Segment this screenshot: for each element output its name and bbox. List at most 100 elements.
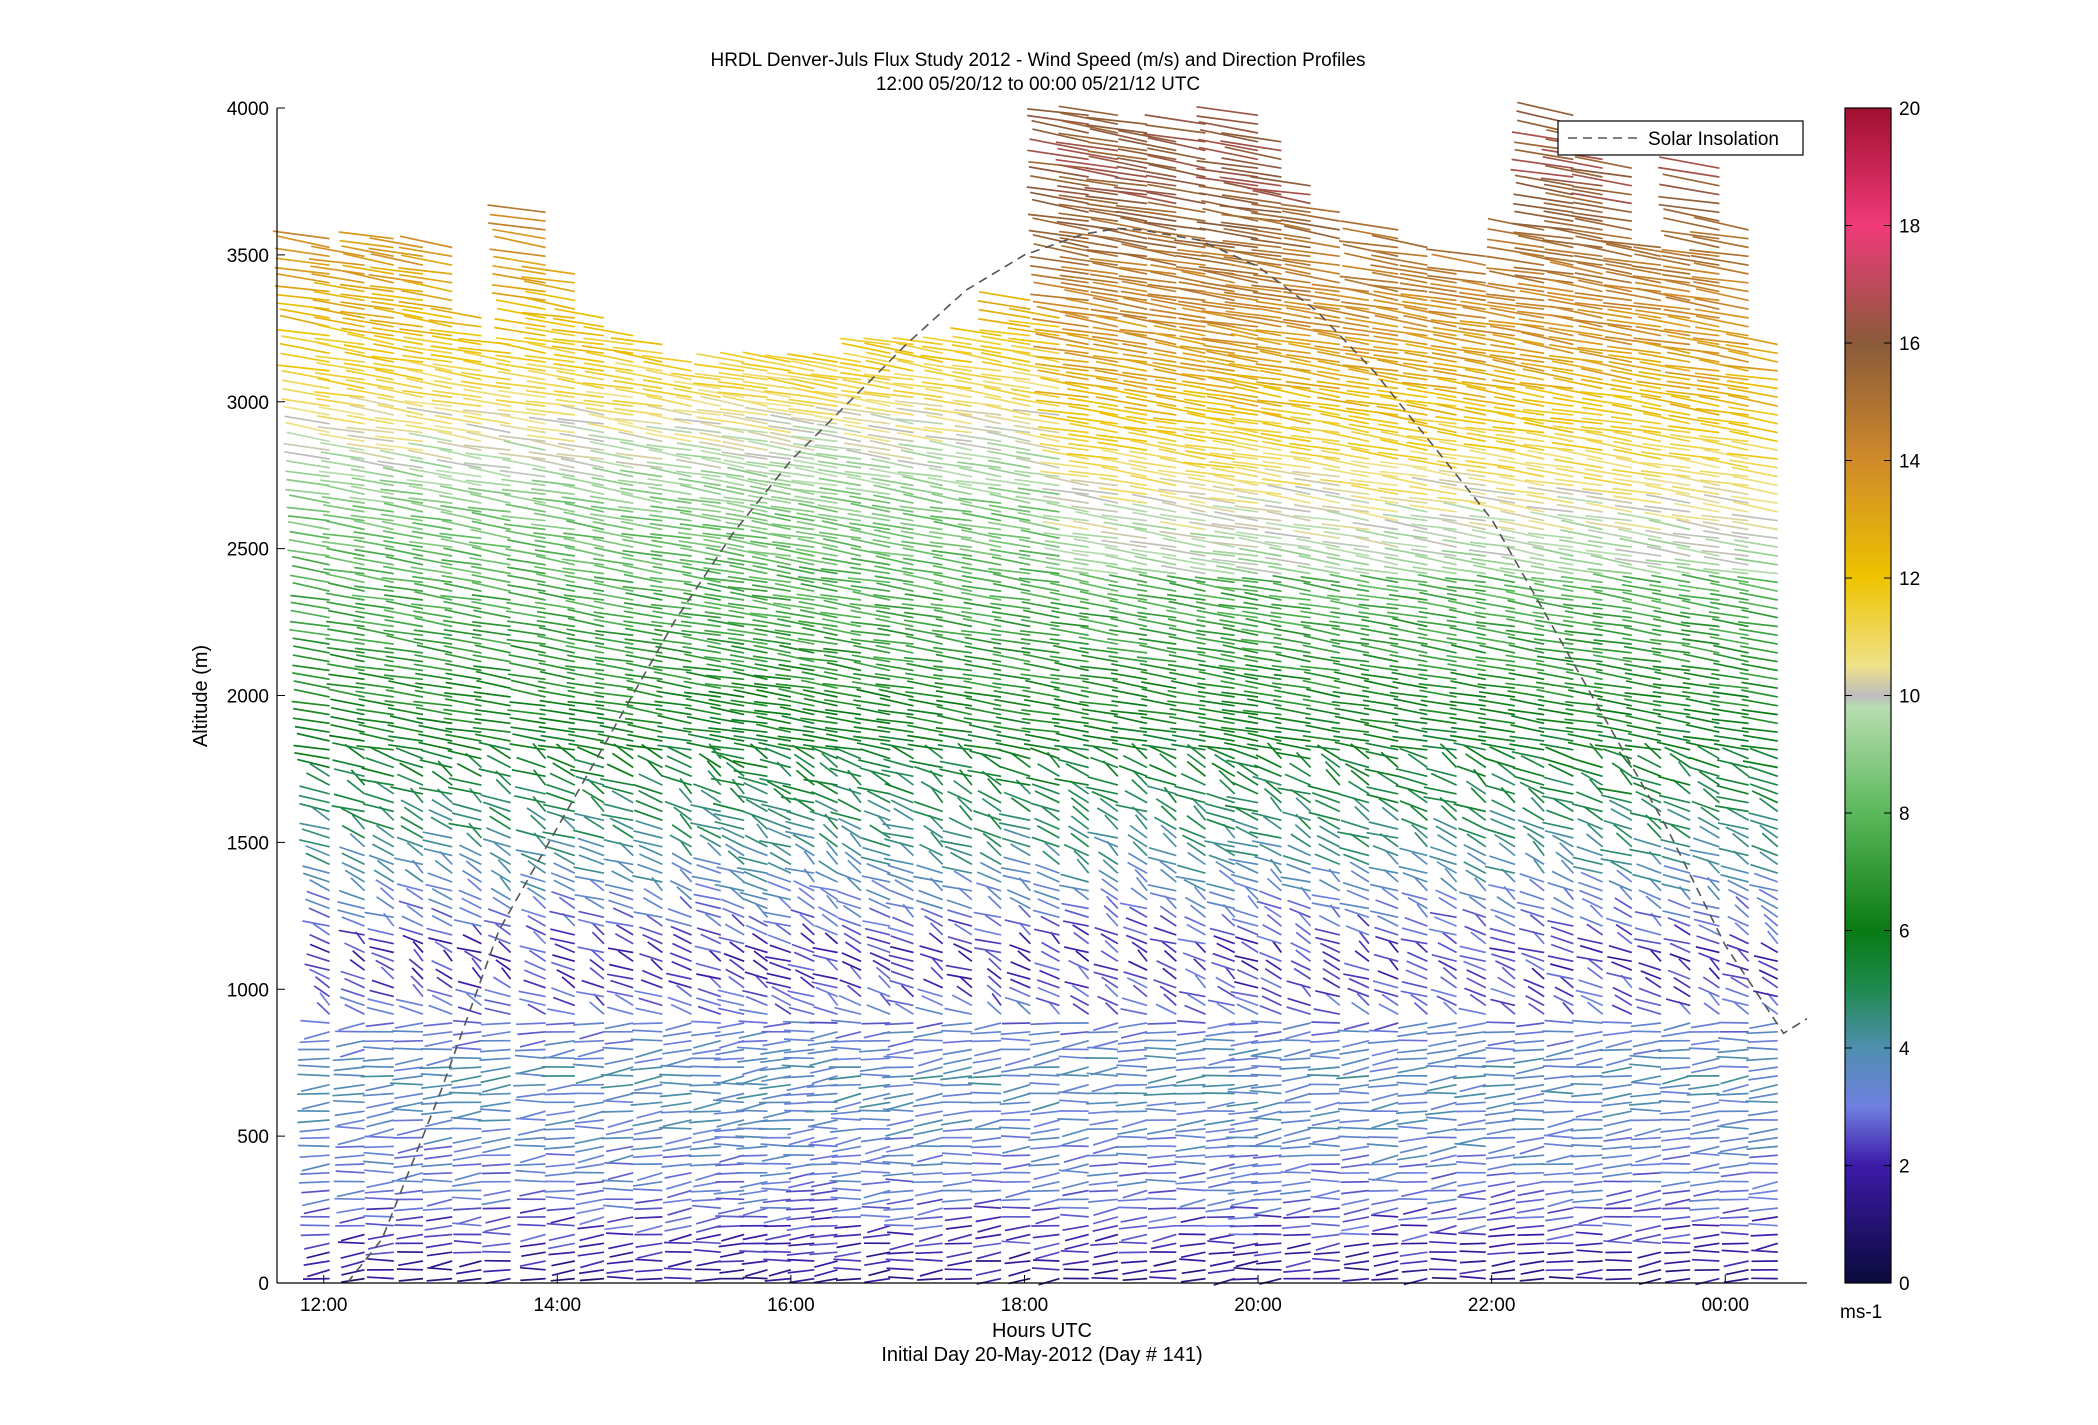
wind-barb bbox=[1144, 221, 1206, 231]
wind-barb bbox=[861, 1205, 891, 1209]
wind-barb bbox=[1229, 1154, 1259, 1158]
wind-barb bbox=[831, 1171, 862, 1178]
wind-barb bbox=[693, 1101, 722, 1111]
wind-barb bbox=[882, 1171, 914, 1177]
wind-barb bbox=[676, 505, 721, 513]
wind-barb bbox=[793, 753, 815, 769]
wind-barb bbox=[890, 799, 914, 813]
wind-barb bbox=[1160, 824, 1177, 839]
wind-barb bbox=[858, 1048, 891, 1053]
wind-barb bbox=[609, 1251, 634, 1258]
wind-barb bbox=[452, 1180, 482, 1187]
wind-barb bbox=[1295, 492, 1340, 504]
wind-barb bbox=[959, 548, 1002, 557]
wind-barb bbox=[958, 484, 1002, 496]
wind-barb bbox=[524, 354, 575, 363]
wind-barb bbox=[704, 682, 745, 690]
wind-barb bbox=[1019, 629, 1060, 637]
wind-barb bbox=[1186, 753, 1207, 769]
wind-barb bbox=[292, 581, 330, 593]
wind-barb bbox=[473, 665, 511, 672]
wind-barb bbox=[622, 538, 663, 549]
wind-barb bbox=[534, 502, 575, 513]
wind-barb bbox=[1168, 635, 1206, 645]
wind-barb bbox=[292, 717, 330, 725]
wind-barb bbox=[1110, 617, 1148, 628]
wind-barb bbox=[1140, 670, 1177, 681]
wind-barb bbox=[286, 506, 330, 513]
wind-barb bbox=[437, 430, 482, 443]
wind-barb bbox=[696, 353, 745, 363]
wind-barb bbox=[850, 621, 891, 628]
wind-barb bbox=[1053, 706, 1089, 716]
wind-barb bbox=[931, 629, 973, 637]
wind-barb bbox=[576, 1189, 605, 1196]
wind-barb bbox=[493, 255, 546, 267]
wind-barb bbox=[330, 698, 365, 707]
wind-barb bbox=[693, 893, 721, 901]
wind-barb bbox=[1055, 158, 1119, 170]
wind-barb bbox=[577, 837, 605, 848]
wind-barb bbox=[693, 857, 721, 866]
wind-barb bbox=[1266, 913, 1282, 927]
wind-barb bbox=[501, 488, 546, 496]
wind-barb bbox=[546, 810, 576, 822]
wind-barb bbox=[796, 520, 838, 531]
wind-barb bbox=[992, 653, 1031, 663]
wind-barb bbox=[703, 538, 745, 549]
wind-barb bbox=[1291, 386, 1340, 399]
wind-barb bbox=[1338, 1101, 1370, 1105]
wind-barb bbox=[382, 466, 424, 478]
wind-barb bbox=[506, 620, 546, 628]
wind-barb bbox=[371, 292, 424, 302]
wind-barb bbox=[1096, 315, 1148, 328]
wind-barb bbox=[418, 787, 453, 795]
wind-barb bbox=[725, 843, 745, 857]
wind-barb bbox=[466, 832, 482, 848]
wind-barb bbox=[406, 904, 424, 918]
wind-barb bbox=[1117, 190, 1177, 205]
wind-barb bbox=[545, 1163, 575, 1168]
wind-barb bbox=[1053, 688, 1089, 698]
wind-barb bbox=[1028, 1163, 1060, 1167]
wind-barb bbox=[1221, 708, 1259, 716]
wind-barb bbox=[1181, 834, 1206, 848]
wind-barb bbox=[1061, 1039, 1089, 1049]
wind-barb bbox=[1147, 1163, 1177, 1168]
wind-barb bbox=[793, 951, 815, 963]
wind-barb bbox=[284, 415, 330, 425]
wind-barb bbox=[452, 1154, 482, 1162]
wind-barb bbox=[834, 1224, 862, 1229]
wind-barb bbox=[1204, 840, 1235, 848]
wind-barb bbox=[1085, 167, 1148, 178]
wind-barb bbox=[765, 818, 792, 830]
wind-barb bbox=[567, 617, 605, 628]
wind-barb bbox=[674, 433, 721, 443]
wind-barb bbox=[867, 433, 914, 443]
wind-barb bbox=[524, 336, 575, 346]
wind-barb bbox=[933, 520, 973, 531]
wind-barb bbox=[342, 317, 394, 328]
wind-barb bbox=[576, 1180, 605, 1186]
wind-barb bbox=[1134, 555, 1177, 566]
wind-barb bbox=[1318, 878, 1341, 892]
wind-barb bbox=[893, 382, 943, 390]
wind-barb bbox=[1109, 574, 1148, 584]
wind-barb bbox=[746, 460, 792, 469]
wind-barb bbox=[565, 644, 605, 654]
wind-barb bbox=[744, 834, 768, 848]
wind-barb bbox=[364, 819, 395, 831]
wind-barb bbox=[459, 906, 482, 919]
wind-barb bbox=[737, 775, 768, 786]
wind-barb bbox=[338, 231, 394, 240]
wind-barb bbox=[474, 733, 511, 742]
wind-barb bbox=[977, 789, 1002, 804]
wind-barb bbox=[412, 575, 453, 584]
wind-barb bbox=[988, 467, 1031, 478]
wind-barb bbox=[509, 743, 546, 751]
wind-barb bbox=[1216, 586, 1259, 593]
wind-barb bbox=[766, 371, 815, 381]
wind-barb bbox=[753, 644, 792, 654]
wind-barb bbox=[1274, 716, 1311, 725]
wind-barb bbox=[885, 1145, 914, 1153]
